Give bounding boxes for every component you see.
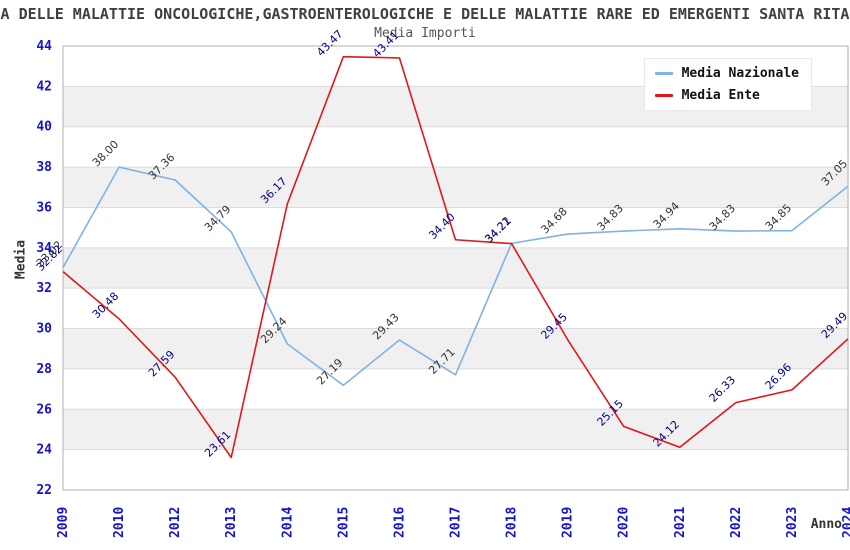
data-point-label: 38.00 [90, 138, 121, 169]
data-point-label: 34.68 [538, 205, 569, 236]
media-ente-line-swatch [654, 94, 673, 97]
y-tick-label: 38 [36, 160, 52, 175]
x-tick-label: 2016 [392, 507, 407, 538]
data-point-label: 34.40 [426, 211, 457, 242]
x-tick-label: 2009 [56, 507, 71, 538]
data-point-label: 43.47 [314, 27, 345, 58]
y-tick-label: 36 [36, 200, 52, 215]
legend-label-media-ente: Media Ente [681, 88, 760, 103]
x-axis-title: Anno [810, 517, 842, 532]
chart-subtitle: Media Importi [374, 26, 476, 41]
legend-item-media-nazionale[interactable]: Media Nazionale [654, 66, 799, 81]
y-tick-label: 28 [36, 362, 52, 377]
y-axis-title: Media [13, 239, 29, 280]
chart-title: A DELLE MALATTIE ONCOLOGICHE,GASTROENTER… [0, 5, 850, 23]
y-tick-label: 44 [36, 39, 52, 54]
legend-label-media-nazionale: Media Nazionale [681, 66, 799, 81]
x-tick-label: 2013 [224, 507, 239, 538]
x-tick-label: 2022 [729, 507, 744, 538]
x-tick-label: 2024 [841, 507, 850, 538]
y-tick-label: 22 [36, 483, 52, 498]
x-tick-label: 2018 [505, 507, 520, 538]
y-tick-label: 26 [36, 402, 52, 417]
data-point-label: 26.33 [707, 373, 738, 404]
x-tick-label: 2020 [617, 507, 632, 538]
x-tick-label: 2010 [112, 507, 127, 538]
legend-item-media-ente[interactable]: Media Ente [654, 88, 799, 103]
y-tick-label: 30 [36, 322, 52, 337]
legend: Media Nazionale Media Ente [643, 58, 812, 111]
series-line-0 [62, 166, 849, 387]
x-tick-label: 2021 [673, 507, 688, 538]
y-tick-label: 40 [36, 120, 52, 135]
x-tick-label: 2023 [785, 507, 800, 538]
data-point-label: 43.41 [370, 29, 401, 60]
x-tick-label: 2017 [449, 507, 464, 538]
series-line-1 [62, 55, 849, 459]
x-tick-label: 2019 [561, 507, 576, 538]
x-tick-label: 2012 [168, 507, 183, 538]
data-point-label: 34.21 [482, 214, 513, 245]
y-tick-label: 32 [36, 281, 52, 296]
y-tick-label: 24 [36, 443, 52, 458]
x-tick-label: 2015 [336, 507, 351, 538]
x-tick-label: 2014 [280, 507, 295, 538]
y-tick-label: 34 [36, 241, 52, 256]
y-tick-label: 42 [36, 79, 52, 94]
media-nazionale-line-swatch [654, 72, 673, 75]
